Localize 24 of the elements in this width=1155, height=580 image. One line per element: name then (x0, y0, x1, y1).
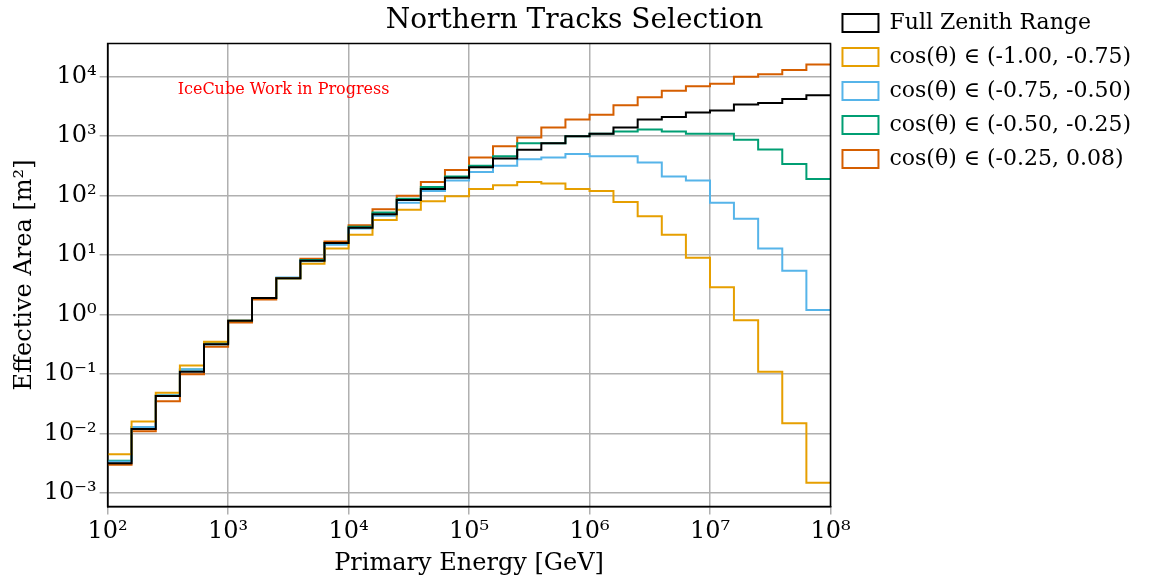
y-tick-label: 10¹ (56, 239, 97, 268)
y-tick-label: 10⁴ (56, 60, 97, 89)
annotation: IceCube Work in Progress (177, 78, 390, 98)
y-tick-label: 10⁻² (43, 417, 97, 446)
x-tick-label: 10⁸ (810, 516, 851, 545)
legend-label: Full Zenith Range (889, 8, 1091, 34)
x-tick-label: 10⁶ (569, 516, 610, 545)
x-tick-label: 10⁷ (689, 516, 731, 545)
y-tick-label: 10⁻¹ (43, 358, 97, 387)
x-tick-label: 10³ (208, 516, 249, 545)
y-tick-label: 10² (56, 179, 97, 208)
y-tick-label: 10⁰ (56, 298, 97, 327)
legend-label: cos(θ) ∈ (-0.25, 0.08) (889, 144, 1124, 170)
x-tick-label: 10⁴ (328, 516, 369, 545)
x-tick-label: 10² (87, 516, 128, 545)
y-tick-label: 10³ (56, 120, 97, 149)
x-tick-label: 10⁵ (448, 516, 490, 545)
chart-title: Northern Tracks Selection (385, 2, 764, 36)
y-tick-label: 10⁻³ (43, 477, 97, 506)
y-axis-title: Effective Area [m²] (8, 159, 37, 391)
x-axis-title: Primary Energy [GeV] (334, 547, 604, 576)
legend-label: cos(θ) ∈ (-1.00, -0.75) (889, 42, 1131, 68)
legend-label: cos(θ) ∈ (-0.75, -0.50) (889, 76, 1131, 102)
legend-label: cos(θ) ∈ (-0.50, -0.25) (889, 110, 1131, 136)
